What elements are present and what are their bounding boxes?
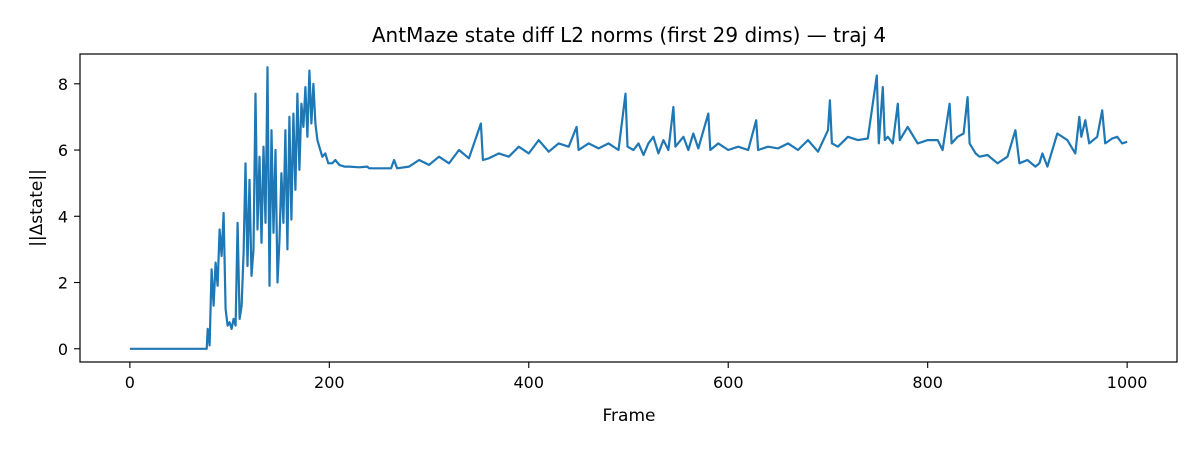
x-tick-label: 0 <box>125 373 135 392</box>
y-axis-label: ||Δstate|| <box>27 169 47 247</box>
x-tick-label: 400 <box>513 373 544 392</box>
y-tick-label: 4 <box>58 207 68 226</box>
chart-title: AntMaze state diff L2 norms (first 29 di… <box>372 23 886 47</box>
x-axis-label: Frame <box>603 406 656 426</box>
x-axis: 0 200 400 600 800 1000 <box>125 362 1148 392</box>
y-tick-label: 6 <box>58 141 68 160</box>
y-tick-label: 2 <box>58 274 68 293</box>
y-axis: 0 2 4 6 8 <box>58 75 80 359</box>
series-line-0 <box>129 66 1128 350</box>
x-tick-label: 800 <box>912 373 943 392</box>
y-tick-label: 0 <box>58 340 68 359</box>
x-tick-label: 200 <box>314 373 345 392</box>
plot-area <box>129 66 1128 350</box>
x-tick-label: 600 <box>713 373 744 392</box>
plot-frame <box>79 53 1178 363</box>
x-tick-label: 1000 <box>1107 373 1148 392</box>
y-tick-label: 8 <box>58 75 68 94</box>
